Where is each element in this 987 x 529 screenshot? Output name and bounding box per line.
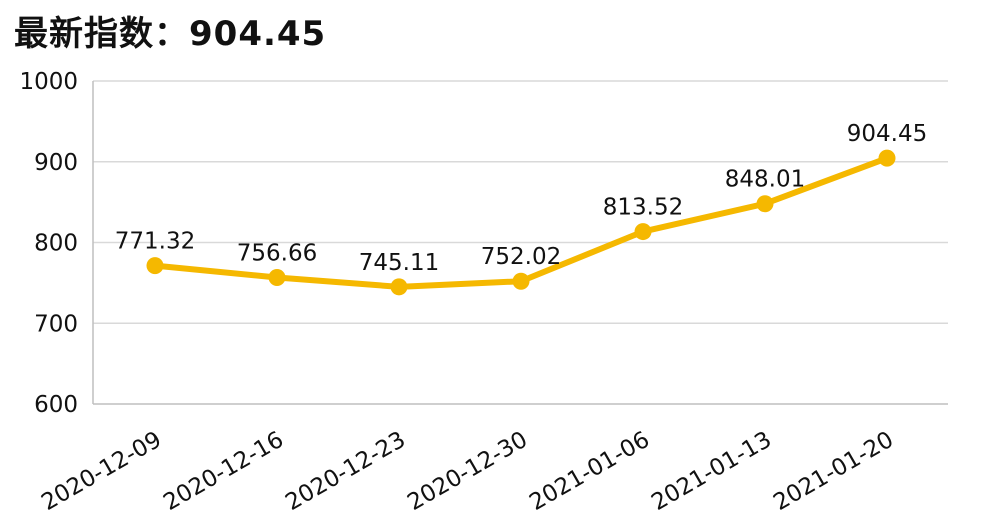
- data-point: [390, 278, 408, 296]
- gridlines: [93, 80, 948, 324]
- data-label: 848.01: [725, 167, 805, 193]
- data-labels: 771.32 756.66 745.11 752.02 813.52 848.01 904.…: [115, 121, 927, 276]
- chart-title: 最新指数：904.45: [14, 14, 327, 54]
- data-label: 771.32: [115, 229, 195, 255]
- series-points: [146, 149, 896, 296]
- data-point: [634, 223, 652, 241]
- x-tick-label: 2021-01-06: [525, 427, 654, 516]
- y-tick-label: 700: [34, 311, 78, 337]
- data-label: 752.02: [481, 244, 561, 270]
- axes: [92, 81, 948, 405]
- x-tick-labels: 2020-12-092020-12-162020-12-232020-12-30…: [37, 427, 898, 516]
- y-tick-label: 900: [34, 150, 78, 176]
- y-tick-label: 600: [34, 392, 78, 418]
- y-tick-label: 1000: [19, 69, 78, 95]
- data-label: 904.45: [847, 121, 927, 147]
- data-point: [878, 149, 896, 167]
- data-point: [146, 257, 164, 275]
- data-label: 813.52: [603, 195, 683, 221]
- x-tick-label: 2020-12-09: [37, 427, 166, 516]
- data-label: 756.66: [237, 240, 317, 266]
- x-tick-label: 2020-12-23: [281, 427, 410, 516]
- y-tick-labels: 600 700 800 900 1000: [19, 69, 78, 418]
- x-tick-label: 2020-12-30: [403, 427, 532, 516]
- data-point: [268, 268, 286, 286]
- x-tick-label: 2021-01-20: [769, 427, 898, 516]
- x-tick-label: 2021-01-13: [647, 427, 776, 516]
- data-label: 745.11: [359, 250, 439, 276]
- data-point: [512, 272, 530, 290]
- y-tick-label: 800: [34, 231, 78, 257]
- data-point: [756, 195, 774, 213]
- x-tick-label: 2020-12-16: [159, 427, 288, 516]
